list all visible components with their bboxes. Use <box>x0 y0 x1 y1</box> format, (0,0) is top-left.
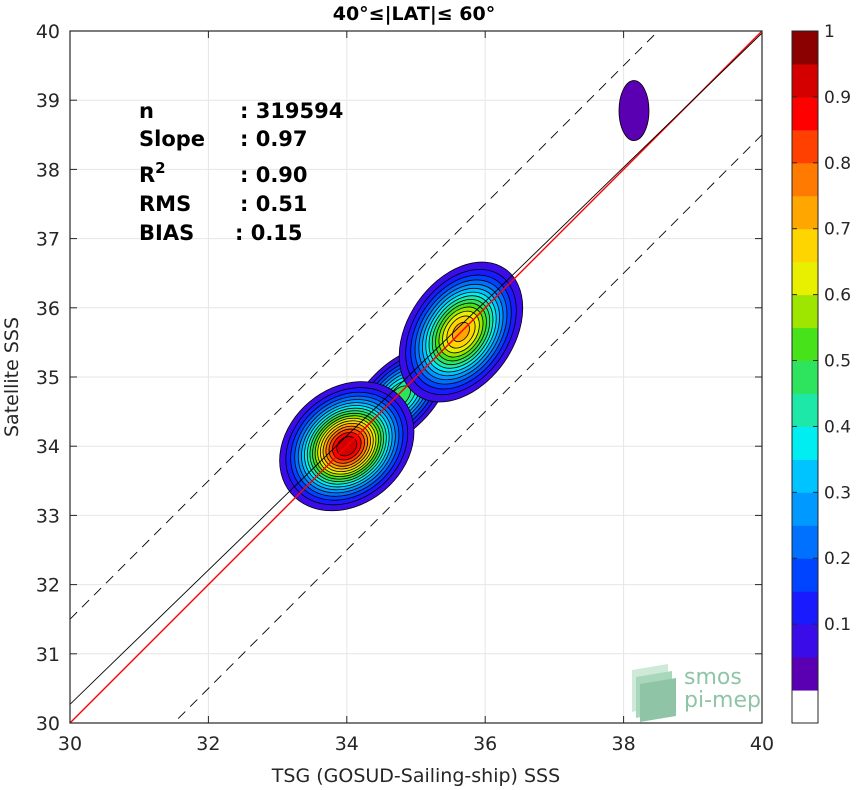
colorbar-swatch <box>792 525 818 559</box>
stat-value: : 0.90 <box>240 163 308 187</box>
y-tick-label: 34 <box>36 436 60 458</box>
colorbar-swatch <box>792 657 818 691</box>
logo-text-smos: smos <box>684 665 742 690</box>
colorbar-swatch <box>792 591 818 625</box>
y-axis-ticks: 30 31 32 33 34 35 36 37 38 39 40 <box>36 21 762 735</box>
colorbar-swatch <box>792 558 818 592</box>
line-one-to-one <box>70 31 762 723</box>
x-tick-label: 38 <box>612 733 636 755</box>
colorbar-swatch <box>792 393 818 427</box>
x-tick-label: 32 <box>196 733 220 755</box>
line-regression <box>70 32 762 705</box>
colorbar-swatch <box>792 228 818 263</box>
colorbar-tick-label: 0.4 <box>824 417 851 437</box>
colorbar-swatch <box>792 261 818 296</box>
colorbar-tick-label: 0.6 <box>824 286 851 306</box>
stat-value: : 0.15 <box>235 221 303 245</box>
stat-label: RMS <box>139 192 191 216</box>
colorbar-swatch <box>792 624 818 658</box>
x-axis-label: TSG (GOSUD-Sailing-ship) SSS <box>271 765 560 787</box>
colorbar-swatch <box>792 459 818 493</box>
colorbar-swatch <box>792 129 818 164</box>
colorbar-swatch <box>792 31 818 65</box>
y-tick-label: 30 <box>36 713 60 735</box>
colorbar-tick-label: 1 <box>824 22 835 42</box>
smos-pi-mep-logo: smos pi-mep <box>632 664 761 722</box>
y-tick-label: 31 <box>36 644 60 666</box>
reference-lines <box>70 31 762 723</box>
y-tick-label: 40 <box>36 21 60 43</box>
colorbar-tick-label: 0.2 <box>824 549 851 569</box>
colorbar-swatch <box>792 426 818 460</box>
colorbar-swatch <box>792 294 818 329</box>
outlier-contour <box>618 80 650 141</box>
colorbar-frame <box>791 30 819 724</box>
colorbar-swatch <box>792 63 818 98</box>
colorbar-swatch <box>792 96 818 131</box>
grid-lines <box>69 30 763 724</box>
logo-text-pi-mep: pi-mep <box>684 688 761 713</box>
y-tick-label: 38 <box>36 159 60 181</box>
colorbar-tick-label: 0.8 <box>824 154 851 174</box>
x-axis-ticks: 30 32 34 36 38 40 <box>58 31 774 755</box>
logo-icon <box>632 664 676 722</box>
y-tick-label: 32 <box>36 575 60 597</box>
colorbar-swatch <box>792 162 818 197</box>
colorbar-tick-label: 0.1 <box>824 615 851 635</box>
colorbar: 0.1 0.2 0.3 0.4 0.5 0.6 0.7 0.8 0.9 1 <box>791 22 851 724</box>
colorbar-tick-label: 0.5 <box>824 352 851 372</box>
stat-label: BIAS <box>139 221 194 245</box>
stat-value: : 319594 <box>240 99 343 123</box>
x-tick-label: 40 <box>750 733 774 755</box>
x-tick-label: 30 <box>58 733 82 755</box>
colorbar-tick-label: 0.3 <box>824 483 851 503</box>
y-tick-label: 36 <box>36 298 60 320</box>
colorbar-swatch <box>792 690 818 724</box>
y-tick-label: 35 <box>36 367 60 389</box>
x-tick-label: 34 <box>335 733 359 755</box>
colorbar-swatch <box>792 327 818 362</box>
chart-title: 40°≤|LAT|≤ 60° <box>333 3 496 25</box>
y-tick-label: 39 <box>36 90 60 112</box>
stat-label: n <box>139 99 154 123</box>
colorbar-swatch <box>792 492 818 526</box>
colorbar-swatch <box>792 360 818 394</box>
y-tick-label: 37 <box>36 229 60 251</box>
y-axis-label: Satellite SSS <box>1 317 23 437</box>
stat-value: : 0.51 <box>240 192 308 216</box>
colorbar-swatch <box>792 195 818 230</box>
colorbar-tick-label: 0.9 <box>824 88 851 108</box>
y-tick-label: 33 <box>36 505 60 527</box>
x-tick-label: 36 <box>473 733 497 755</box>
stats-box: n : 319594 Slope : 0.97 R2 : 0.90 RMS : 0.51 BIA… <box>139 99 343 245</box>
stat-value: : 0.97 <box>240 127 308 151</box>
stat-label: Slope <box>139 127 205 151</box>
stat-label: R2 <box>139 159 166 187</box>
colorbar-tick-label: 0.7 <box>824 220 851 240</box>
